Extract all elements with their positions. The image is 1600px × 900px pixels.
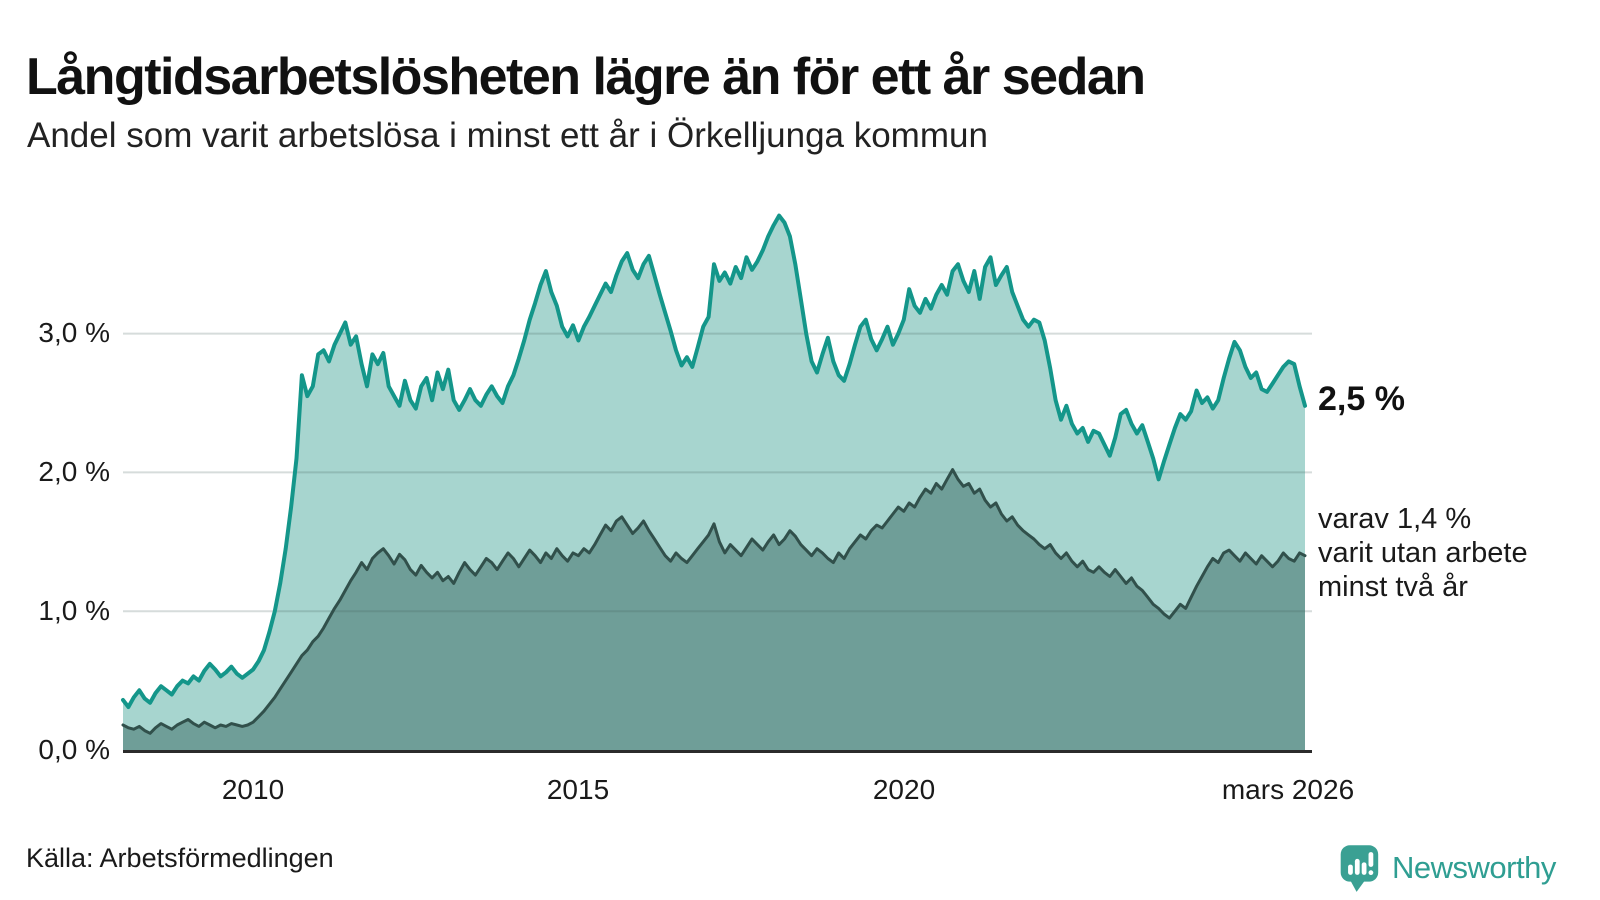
x-axis-tick-label: 2010 (221, 774, 285, 805)
x-axis-tick-label: mars 2026 (1221, 774, 1355, 805)
two-year-annotation-line: varit utan arbete (1318, 537, 1528, 569)
newsworthy-logo-icon (1340, 845, 1379, 892)
x-axis-tick-label: 2015 (546, 774, 610, 805)
page-title: Långtidsarbetslösheten lägre än för ett … (26, 47, 1146, 106)
y-axis-tick-label: 0,0 % (38, 734, 110, 765)
source-note: Källa: Arbetsförmedlingen (26, 843, 334, 873)
y-axis-tick-label: 3,0 % (38, 317, 110, 348)
page-subtitle: Andel som varit arbetslösa i minst ett å… (27, 116, 988, 155)
two-year-annotation: varav 1,4 % varit utan arbete minst två … (1318, 502, 1528, 604)
newsworthy-brand-text: Newsworthy (1392, 850, 1556, 885)
two-year-annotation-line: varav 1,4 % (1318, 503, 1472, 535)
x-axis-tick-label: 2020 (872, 774, 936, 805)
y-axis-tick-label: 1,0 % (38, 595, 110, 626)
two-year-annotation-line: minst två år (1318, 571, 1468, 603)
latest-value-label: 2,5 % (1318, 380, 1405, 418)
y-axis-tick-label: 2,0 % (38, 456, 110, 487)
newsworthy-logo[interactable]: Newsworthy (1336, 843, 1556, 893)
